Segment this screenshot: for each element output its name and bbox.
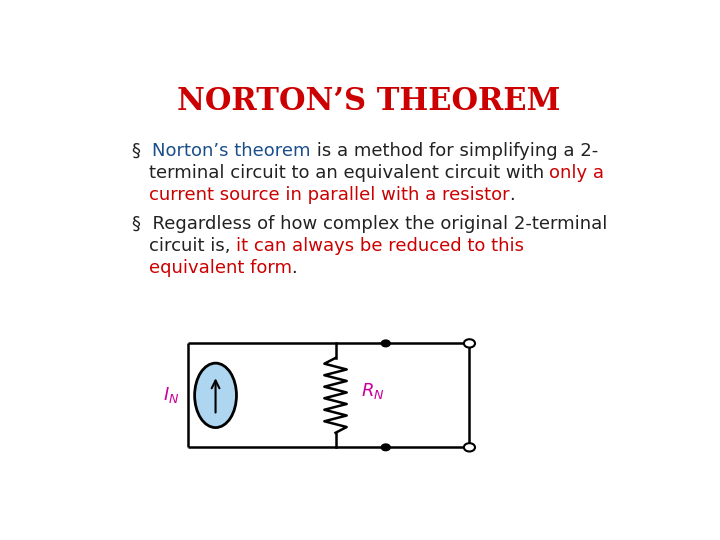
Text: is a method for simplifying a 2-: is a method for simplifying a 2- (311, 141, 598, 160)
Text: §  Regardless of how complex the original 2-terminal: § Regardless of how complex the original… (132, 215, 607, 233)
Circle shape (464, 339, 475, 348)
Text: NORTON’S THEOREM: NORTON’S THEOREM (177, 85, 561, 117)
Text: $R_N$: $R_N$ (361, 381, 384, 401)
Text: .: . (292, 259, 297, 278)
Text: Norton’s theorem: Norton’s theorem (153, 141, 311, 160)
Text: equivalent form: equivalent form (148, 259, 292, 278)
Circle shape (382, 444, 390, 451)
Text: only a: only a (549, 164, 605, 182)
Text: §: § (132, 141, 153, 160)
Text: terminal circuit to an equivalent circuit with: terminal circuit to an equivalent circui… (148, 164, 549, 182)
Text: circuit is,: circuit is, (148, 238, 236, 255)
Circle shape (382, 340, 390, 347)
Text: $I_N$: $I_N$ (163, 386, 179, 406)
Circle shape (464, 443, 475, 451)
Text: it can always be reduced to this: it can always be reduced to this (236, 238, 524, 255)
Text: current source in parallel with a resistor: current source in parallel with a resist… (148, 186, 509, 204)
Ellipse shape (194, 363, 236, 428)
Text: .: . (509, 186, 515, 204)
